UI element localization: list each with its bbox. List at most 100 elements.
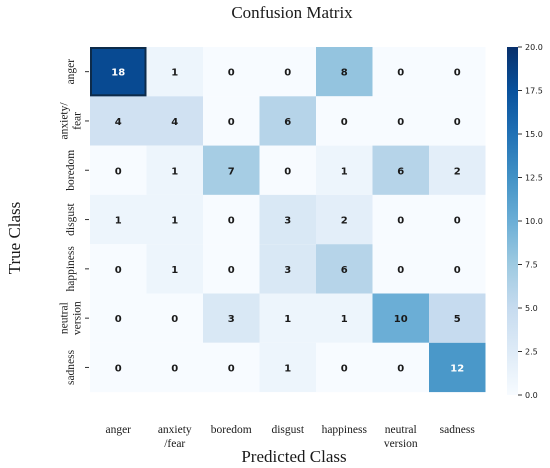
heatmap-cells: 18 1 0 0 8 0 04 4 0 6 0 0 00 1 7 0 1 6 21 1 0 3 2 0 00 1 0 3 6 0 00 0 3 1… (90, 47, 486, 393)
cell-value-label: 4 (171, 117, 178, 128)
cell-value-label: 2 (454, 166, 461, 177)
cell-value-label: 0 (454, 117, 461, 128)
cell-value-label: 0 (228, 265, 235, 276)
x-tick-label: disgust (271, 424, 304, 436)
heatmap-cell (316, 342, 373, 393)
cell-value-label: 0 (454, 68, 461, 79)
heatmap-cell (372, 145, 429, 195)
y-tick-label: disgust (65, 202, 77, 235)
y-tick-label-group: disgust (65, 202, 77, 235)
heatmap-cell (429, 145, 486, 195)
y-tick-label: boredom (65, 150, 77, 191)
cell-value-label: 1 (171, 265, 178, 276)
cell-value-label: 8 (341, 68, 348, 79)
y-tick-label-group: happiness (65, 246, 77, 292)
cell-value-label: 12 (450, 363, 464, 374)
cell-value-label: 6 (341, 265, 348, 276)
colorbar-tick-label: 10.0 (525, 217, 543, 226)
heatmap-cell (146, 145, 203, 195)
heatmap-cell (316, 96, 373, 146)
cell-value-label: 4 (115, 117, 122, 128)
heatmap-cell (372, 194, 429, 245)
colorbar-tick-label: 7.5 (525, 261, 538, 270)
heatmap-cell (372, 293, 429, 343)
colorbar: 0.0 2.5 5.0 7.5 10.0 12.5 15.0 17.5 20.0 (507, 43, 543, 400)
cell-value-label: 1 (341, 166, 348, 177)
heatmap-cell (203, 342, 260, 393)
cell-value-label: 0 (397, 68, 404, 79)
y-tick-label-group: boredom (65, 150, 77, 191)
cell-value-label: 0 (397, 117, 404, 128)
y-tick-label: anxiety/fear (59, 102, 84, 140)
colorbar-gradient (507, 47, 518, 395)
colorbar-tick-label: 5.0 (525, 304, 538, 313)
heatmap-cell (146, 96, 203, 146)
heatmap-cell (146, 244, 203, 294)
heatmap-cell (259, 244, 316, 294)
heatmap-cell (146, 194, 203, 245)
cell-value-label: 0 (171, 363, 178, 374)
cell-value-label: 0 (171, 314, 178, 325)
heatmap-cell (316, 244, 373, 294)
cell-value-label: 0 (397, 216, 404, 227)
heatmap-cell (316, 293, 373, 343)
y-tick-label-group: neutralversion (59, 301, 84, 335)
cell-value-label: 0 (228, 68, 235, 79)
heatmap-cell (259, 342, 316, 393)
heatmap-cell (146, 342, 203, 393)
cell-value-label: 0 (228, 117, 235, 128)
x-tick-label: neutral version (384, 424, 418, 450)
heatmap-cell (90, 47, 147, 97)
cell-value-label: 3 (284, 265, 291, 276)
heatmap-cell (259, 293, 316, 343)
colorbar-tick-label: 2.5 (525, 348, 538, 357)
colorbar-tick-label: 17.5 (525, 87, 543, 96)
cell-value-label: 7 (228, 166, 235, 177)
heatmap-cell (429, 342, 486, 393)
x-tick-label: happiness (322, 424, 368, 436)
heatmap-cell (316, 47, 373, 97)
heatmap-cell (372, 96, 429, 146)
heatmap-cell (203, 194, 260, 245)
cell-value-label: 6 (397, 166, 404, 177)
heatmap-cell (203, 293, 260, 343)
y-axis-label: True Class (5, 202, 24, 275)
y-tick-label: happiness (65, 246, 77, 292)
y-tick-label-group: anxiety/fear (59, 102, 84, 140)
heatmap-cell (146, 47, 203, 97)
cell-value-label: 1 (171, 68, 178, 79)
cell-value-label: 0 (454, 265, 461, 276)
y-tick-label: anger (65, 59, 77, 85)
max-cell-outline (90, 47, 147, 97)
cell-value-label: 1 (284, 363, 291, 374)
heatmap-cell (429, 244, 486, 294)
cell-value-label: 0 (115, 265, 122, 276)
chart-title: Confusion Matrix (231, 3, 353, 22)
heatmap-cell (259, 47, 316, 97)
heatmap-cell (372, 244, 429, 294)
cell-value-label: 10 (394, 314, 408, 325)
cell-value-label: 0 (115, 166, 122, 177)
heatmap-cell (90, 244, 147, 294)
heatmap-cell (203, 244, 260, 294)
cell-value-label: 5 (454, 314, 461, 325)
cell-value-label: 1 (171, 166, 178, 177)
cell-value-label: 6 (284, 117, 291, 128)
colorbar-tick-label: 0.0 (525, 391, 538, 400)
colorbar-tick-label: 12.5 (525, 174, 543, 183)
cell-value-label: 1 (171, 216, 178, 227)
colorbar-tick-label: 15.0 (525, 130, 543, 139)
x-tick-label: anger (105, 424, 131, 436)
cell-value-label: 0 (397, 363, 404, 374)
heatmap-cell (429, 194, 486, 245)
y-tick-label-group: anger (65, 59, 77, 85)
cell-value-label: 1 (341, 314, 348, 325)
cell-value-label: 0 (228, 363, 235, 374)
heatmap-cell (316, 194, 373, 245)
cell-value-label: 3 (228, 314, 235, 325)
heatmap-cell (203, 96, 260, 146)
heatmap-cell (203, 145, 260, 195)
heatmap-cell (429, 293, 486, 343)
heatmap-cell (90, 342, 147, 393)
heatmap-cell (429, 96, 486, 146)
